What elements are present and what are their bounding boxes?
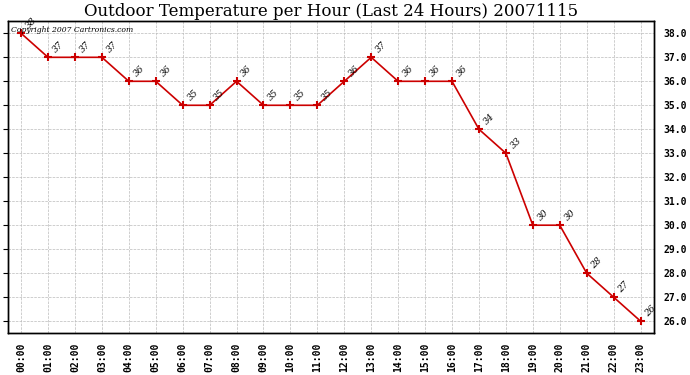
Text: 26: 26 bbox=[643, 304, 658, 318]
Text: 34: 34 bbox=[482, 112, 496, 126]
Text: 36: 36 bbox=[347, 64, 362, 78]
Text: 38: 38 bbox=[24, 16, 39, 30]
Text: 36: 36 bbox=[401, 64, 415, 78]
Title: Outdoor Temperature per Hour (Last 24 Hours) 20071115: Outdoor Temperature per Hour (Last 24 Ho… bbox=[83, 3, 578, 20]
Text: 36: 36 bbox=[455, 64, 469, 78]
Text: 35: 35 bbox=[266, 88, 281, 102]
Text: 36: 36 bbox=[239, 64, 254, 78]
Text: 27: 27 bbox=[616, 280, 631, 294]
Text: 33: 33 bbox=[509, 136, 523, 150]
Text: 28: 28 bbox=[589, 256, 604, 270]
Text: 35: 35 bbox=[213, 88, 227, 102]
Text: 36: 36 bbox=[428, 64, 442, 78]
Text: 30: 30 bbox=[562, 208, 577, 222]
Text: 35: 35 bbox=[186, 88, 200, 102]
Text: 35: 35 bbox=[320, 88, 335, 102]
Text: 36: 36 bbox=[159, 64, 173, 78]
Text: 37: 37 bbox=[374, 40, 388, 54]
Text: 35: 35 bbox=[293, 88, 308, 102]
Text: 36: 36 bbox=[132, 64, 146, 78]
Text: 37: 37 bbox=[105, 40, 119, 54]
Text: 37: 37 bbox=[78, 40, 92, 54]
Text: Copyright 2007 Cartronics.com: Copyright 2007 Cartronics.com bbox=[11, 26, 133, 34]
Text: 30: 30 bbox=[535, 208, 550, 222]
Text: 37: 37 bbox=[51, 40, 66, 54]
